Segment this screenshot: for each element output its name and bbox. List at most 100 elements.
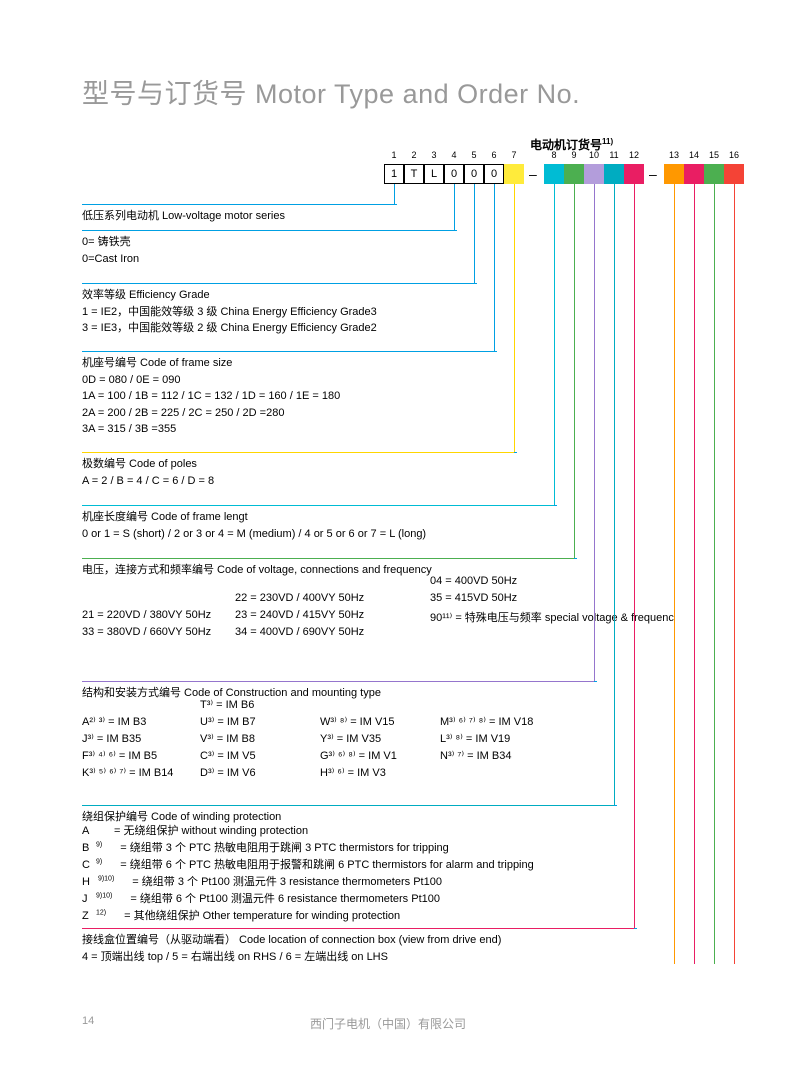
code-cell: 1: [384, 164, 404, 184]
connector-hline: [82, 230, 454, 231]
connector-vline-extra: [674, 184, 675, 964]
section-line: A = 2 / B = 4 / C = 6 / D = 8: [82, 473, 517, 490]
position-label-13: 13: [664, 150, 684, 160]
section-line: 0D = 080 / 0E = 090: [82, 372, 497, 389]
winding-row: H 9)10)= 绕组带 3 个 Pt100 测温元件 3 resistance…: [82, 873, 442, 889]
section-line: 0=Cast Iron: [82, 251, 457, 268]
dash-separator: –: [649, 164, 657, 184]
color-cell: [724, 164, 744, 184]
section-4: 极数编号 Code of polesA = 2 / B = 4 / C = 6 …: [82, 452, 517, 489]
connector-vline-extra: [714, 184, 715, 964]
color-cell: [604, 164, 624, 184]
mounting-cell: V³⁾ = IM B8: [200, 732, 255, 745]
connector-vline: [454, 184, 455, 230]
mounting-cell: A²⁾ ³⁾ = IM B3: [82, 715, 146, 728]
mounting-cell: G³⁾ ⁶⁾ ⁸⁾ = IM V1: [320, 749, 397, 762]
color-cell: [504, 164, 524, 184]
section-line: 机座长度编号 Code of frame lengt: [82, 505, 557, 526]
position-label-7: 7: [504, 150, 524, 160]
connector-hline: [82, 283, 474, 284]
position-label-9: 9: [564, 150, 584, 160]
position-label-16: 16: [724, 150, 744, 160]
voltage-cell: 22 = 230VD / 400VY 50Hz: [235, 592, 364, 604]
mounting-cell: T³⁾ = IM B6: [200, 698, 254, 711]
color-cell: [704, 164, 724, 184]
page-number: 14: [82, 1015, 94, 1027]
voltage-cell: 35 = 415VD 50Hz: [430, 592, 517, 604]
voltage-cell: 04 = 400VD 50Hz: [430, 575, 517, 587]
connector-hline: [82, 452, 514, 453]
color-cell: [664, 164, 684, 184]
color-cell: [624, 164, 644, 184]
connector-vline: [594, 184, 595, 681]
connector-vline: [614, 184, 615, 805]
section-line: 结构和安装方式编号 Code of Construction and mount…: [82, 681, 597, 702]
mounting-cell: H³⁾ ⁶⁾ = IM V3: [320, 766, 386, 779]
section-line: 3 = IE3，中国能效等级 2 级 China Energy Efficien…: [82, 320, 477, 337]
mounting-cell: U³⁾ = IM B7: [200, 715, 256, 728]
color-cell: [564, 164, 584, 184]
mounting-cell: W³⁾ ⁸⁾ = IM V15: [320, 715, 395, 728]
winding-row: J9)10)= 绕组带 6 个 Pt100 测温元件 6 resistance …: [82, 890, 440, 906]
connector-vline: [514, 184, 515, 452]
voltage-cell: 23 = 240VD / 415VY 50Hz: [235, 609, 364, 621]
connector-hline: [82, 558, 574, 559]
color-cell: [544, 164, 564, 184]
connector-vline-extra: [694, 184, 695, 964]
code-cell: 0: [464, 164, 484, 184]
section-line: 低压系列电动机 Low-voltage motor series: [82, 204, 397, 225]
mounting-cell: C³⁾ = IM V5: [200, 749, 256, 762]
connector-vline: [494, 184, 495, 351]
position-label-15: 15: [704, 150, 724, 160]
section-0: 低压系列电动机 Low-voltage motor series: [82, 204, 397, 225]
code-cell: L: [424, 164, 444, 184]
section-2: 效率等级 Efficiency Grade1 = IE2，中国能效等级 3 级 …: [82, 283, 477, 337]
connector-hline: [82, 681, 594, 682]
connector-hline: [82, 351, 494, 352]
section-line: 极数编号 Code of poles: [82, 452, 517, 473]
position-label-5: 5: [464, 150, 484, 160]
mounting-cell: Y³⁾ = IM V35: [320, 732, 381, 745]
code-cell: 0: [444, 164, 464, 184]
section-line: 效率等级 Efficiency Grade: [82, 283, 477, 304]
section-line: 接线盒位置编号（从驱动端看） Code location of connecti…: [82, 928, 637, 949]
mounting-cell: K³⁾ ⁵⁾ ⁶⁾ ⁷⁾ = IM B14: [82, 766, 173, 779]
position-label-3: 3: [424, 150, 444, 160]
position-label-6: 6: [484, 150, 504, 160]
position-label-12: 12: [624, 150, 644, 160]
section-3: 机座号编号 Code of frame size0D = 080 / 0E = …: [82, 351, 497, 438]
connector-hline: [82, 204, 394, 205]
page-title: 型号与订货号 Motor Type and Order No.: [82, 72, 580, 111]
section-line: 0 or 1 = S (short) / 2 or 3 or 4 = M (me…: [82, 526, 557, 543]
voltage-cell: 33 = 380VD / 660VY 50Hz: [82, 626, 211, 638]
section-7: 结构和安装方式编号 Code of Construction and mount…: [82, 681, 597, 702]
section-1: 0= 铸铁壳0=Cast Iron: [82, 230, 457, 267]
voltage-cell: 21 = 220VD / 380VY 50Hz: [82, 609, 211, 621]
connector-vline: [634, 184, 635, 928]
connector-vline: [574, 184, 575, 558]
winding-row: A= 无绕组保护 without winding protection: [82, 822, 308, 838]
mounting-cell: F³⁾ ⁴⁾ ⁶⁾ = IM B5: [82, 749, 157, 762]
position-label-1: 1: [384, 150, 404, 160]
connector-vline: [474, 184, 475, 283]
position-label-14: 14: [684, 150, 704, 160]
winding-row: Z12)= 其他绕组保护 Other temperature for windi…: [82, 907, 400, 923]
connector-vline: [394, 184, 395, 204]
footer-company: 西门子电机（中国）有限公司: [310, 1015, 466, 1032]
color-cell: [684, 164, 704, 184]
voltage-cell: 90¹¹⁾ = 特殊电压与频率 special voltage & freque…: [430, 609, 674, 625]
mounting-cell: M³⁾ ⁶⁾ ⁷⁾ ⁸⁾ = IM V18: [440, 715, 533, 728]
section-line: 3A = 315 / 3B =355: [82, 421, 497, 438]
mounting-cell: N³⁾ ⁷⁾ = IM B34: [440, 749, 511, 762]
connector-hline: [82, 805, 614, 806]
mounting-cell: D³⁾ = IM V6: [200, 766, 256, 779]
dash-separator: –: [529, 164, 537, 184]
connector-hline: [82, 928, 634, 929]
voltage-cell: 34 = 400VD / 690VY 50Hz: [235, 626, 364, 638]
position-label-11: 11: [604, 150, 624, 160]
section-line: 2A = 200 / 2B = 225 / 2C = 250 / 2D =280: [82, 405, 497, 422]
connector-vline: [554, 184, 555, 505]
mounting-cell: L³⁾ ⁸⁾ = IM V19: [440, 732, 510, 745]
section-line: 1 = IE2，中国能效等级 3 级 China Energy Efficien…: [82, 304, 477, 321]
position-label-4: 4: [444, 150, 464, 160]
